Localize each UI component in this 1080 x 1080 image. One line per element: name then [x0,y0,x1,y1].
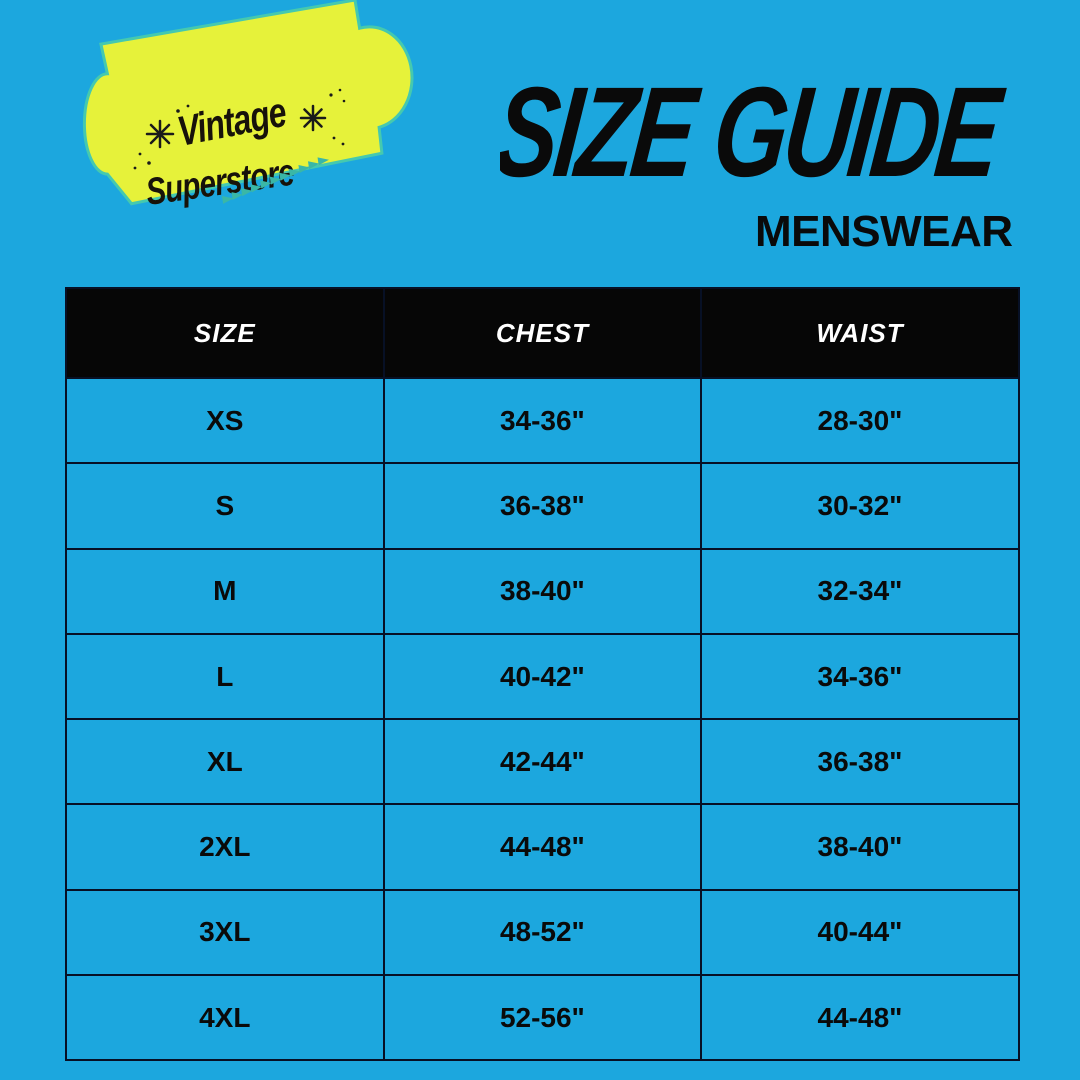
svg-text:SIZE GUIDE: SIZE GUIDE [500,61,1010,198]
